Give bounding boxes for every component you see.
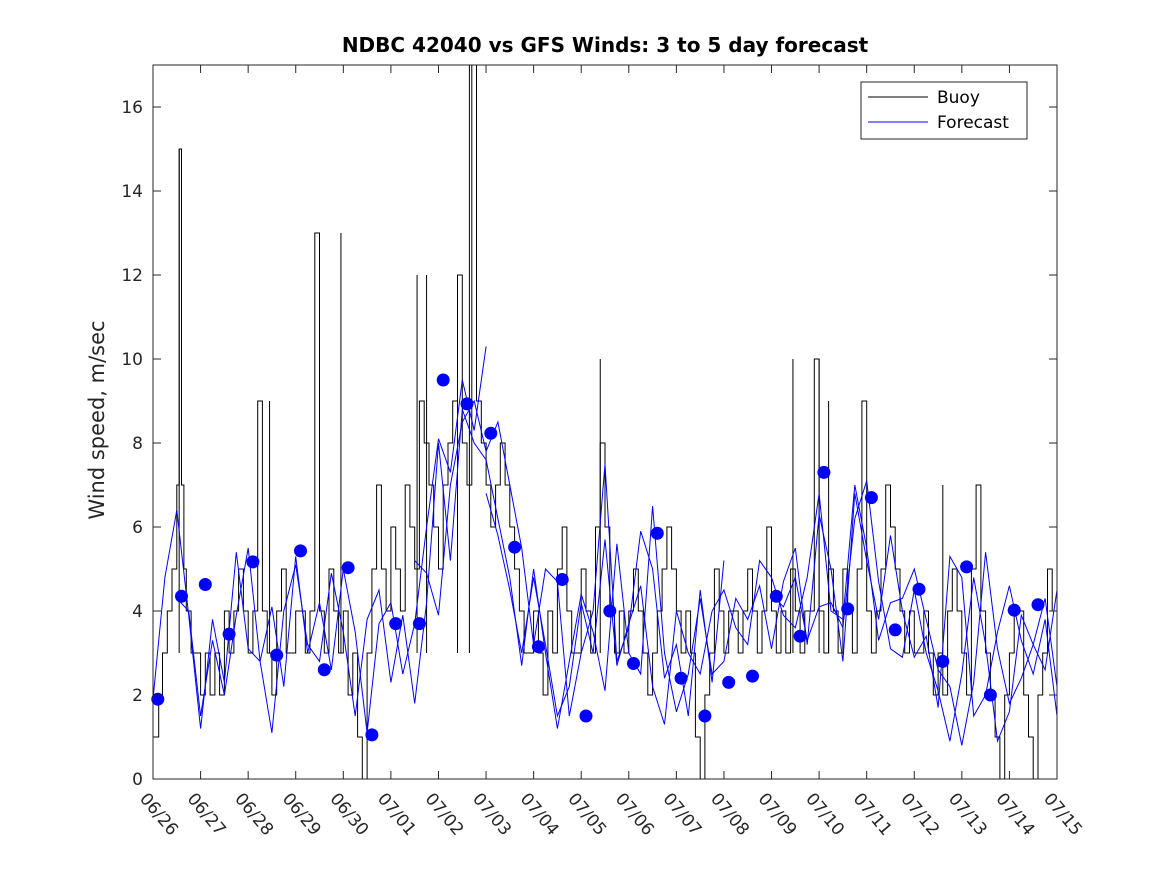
forecast-marker	[936, 654, 950, 668]
forecast-marker	[555, 573, 569, 586]
legend-box	[860, 81, 1028, 140]
forecast-marker	[722, 675, 736, 689]
forecast-marker	[864, 491, 878, 505]
forecast-marker	[531, 640, 545, 654]
axes-box	[152, 64, 1058, 780]
forecast-marker	[412, 617, 426, 631]
forecast-marker	[983, 688, 997, 702]
forecast-series-line-2	[414, 399, 725, 717]
forecast-marker	[389, 617, 403, 631]
legend-forecast-label: Forecast	[937, 113, 1009, 133]
forecast-series-line-3	[176, 409, 1057, 733]
forecast-marker	[841, 602, 855, 616]
forecast-marker	[246, 555, 260, 569]
forecast-series-line-1	[153, 346, 487, 733]
forecast-marker	[746, 669, 759, 683]
forecast-marker	[579, 709, 593, 723]
forecast-marker	[175, 589, 188, 603]
forecast-marker	[603, 604, 617, 618]
forecast-marker	[460, 397, 474, 411]
y-tick-label: 0	[132, 770, 143, 790]
y-axis: 0 2 4 6 8 10 12 14 16	[121, 98, 1057, 790]
legend: Buoy Forecast	[860, 81, 1028, 140]
forecast-marker	[793, 629, 807, 643]
y-tick-label: 8	[132, 434, 143, 454]
y-tick-label: 6	[132, 518, 143, 538]
forecast-series-line-4	[485, 484, 1057, 746]
forecast-marker	[817, 465, 831, 479]
legend-buoy-label: Buoy	[937, 88, 980, 108]
y-tick-label: 16	[121, 98, 143, 118]
data-layer	[151, 65, 1057, 779]
y-tick-label: 10	[121, 350, 143, 370]
forecast-marker	[1007, 603, 1021, 617]
forecast-marker	[888, 623, 902, 637]
forecast-marker	[508, 540, 522, 554]
forecast-marker	[341, 561, 355, 575]
forecast-marker	[222, 627, 236, 641]
forecast-marker	[960, 560, 974, 574]
forecast-marker	[627, 657, 640, 670]
forecast-marker	[365, 728, 379, 742]
forecast-marker	[151, 692, 165, 706]
y-tick-label: 12	[121, 266, 143, 286]
chart-title: NDBC 42040 vs GFS Winds: 3 to 5 day fore…	[342, 33, 869, 57]
y-tick-label: 2	[132, 686, 143, 706]
buoy-series-line	[153, 65, 1057, 779]
forecast-marker	[436, 373, 450, 387]
forecast-marker	[270, 648, 284, 662]
forecast-marker	[198, 578, 212, 591]
forecast-marker	[484, 426, 498, 440]
forecast-marker	[294, 544, 307, 558]
forecast-marker	[317, 663, 331, 677]
forecast-marker	[674, 671, 688, 685]
forecast-marker	[650, 526, 664, 540]
y-axis-label: Wind speed, m/sec	[85, 320, 109, 519]
forecast-marker	[769, 589, 783, 603]
y-tick-label: 14	[121, 182, 143, 202]
plot-area	[153, 65, 1057, 779]
forecast-marker	[912, 582, 926, 596]
forecast-marker	[698, 709, 712, 723]
y-tick-label: 4	[132, 602, 143, 622]
forecast-marker	[1031, 598, 1045, 612]
